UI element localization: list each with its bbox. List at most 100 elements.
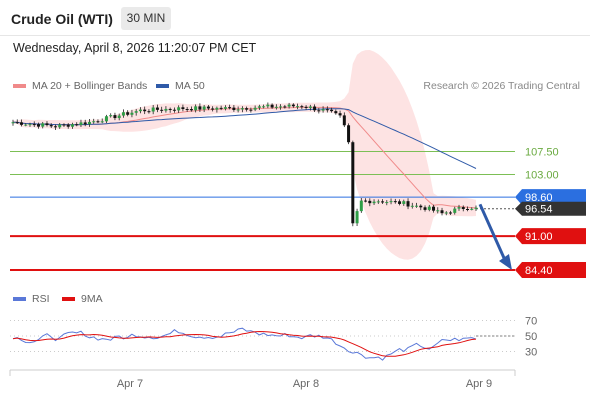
candle xyxy=(444,211,448,216)
candle xyxy=(393,198,397,204)
candle-body xyxy=(117,115,121,119)
candle xyxy=(415,202,419,208)
candle-body xyxy=(427,206,431,210)
candle-body xyxy=(313,106,317,111)
candle-body xyxy=(19,122,23,125)
candle xyxy=(96,119,100,124)
candle-body xyxy=(160,109,164,111)
candle-body xyxy=(228,107,232,109)
candle-body xyxy=(351,142,355,224)
candle xyxy=(372,199,376,206)
candle xyxy=(143,106,147,115)
candle xyxy=(376,199,380,204)
candle xyxy=(151,104,155,115)
candle-body xyxy=(372,201,376,204)
candle xyxy=(359,198,363,213)
candle xyxy=(410,202,414,209)
candle-body xyxy=(359,200,363,212)
candle-body xyxy=(338,113,342,116)
candle-body xyxy=(325,109,329,111)
candle-body xyxy=(376,201,380,203)
candle xyxy=(36,122,40,129)
level-label-91.00: 91.00 xyxy=(525,231,553,243)
candle-body xyxy=(24,124,28,126)
candle xyxy=(436,207,440,214)
candle-body xyxy=(347,125,351,143)
candle-body xyxy=(121,112,125,116)
candle xyxy=(457,204,461,211)
candle-body xyxy=(100,121,104,123)
candle xyxy=(109,113,113,118)
candle-body xyxy=(15,122,19,124)
candle-body xyxy=(28,124,32,126)
candle-body xyxy=(393,201,397,203)
candle-body xyxy=(83,122,87,125)
rsi-tick-50: 50 xyxy=(525,331,537,343)
ma50-legend: MA 50 xyxy=(156,80,205,92)
candle xyxy=(427,204,431,212)
copyright-text: Research © 2026 Trading Central xyxy=(423,80,580,92)
candle-body xyxy=(440,210,444,214)
candle xyxy=(270,103,274,109)
candle-body xyxy=(364,200,368,202)
top-bar: Crude Oil (WTI) 30 MIN xyxy=(0,0,590,36)
candle-body xyxy=(385,202,389,204)
candle-body xyxy=(466,208,470,210)
candle xyxy=(262,104,266,109)
candle-body xyxy=(444,212,448,214)
level-label-103.00: 103.00 xyxy=(525,170,559,182)
candle-body xyxy=(164,108,168,111)
candle-body xyxy=(104,116,108,122)
candle-body xyxy=(321,109,325,111)
candle xyxy=(406,198,410,210)
candle-body xyxy=(211,108,215,110)
candle-body xyxy=(45,123,49,126)
candle xyxy=(11,119,15,126)
candle-body xyxy=(253,107,257,110)
candle xyxy=(423,205,427,212)
candle xyxy=(172,107,176,113)
candle-body xyxy=(151,107,155,112)
candlesticks xyxy=(11,102,478,227)
candle xyxy=(168,107,172,113)
projection-arrow-line xyxy=(478,203,506,259)
candle xyxy=(347,123,351,145)
candle-body xyxy=(202,106,206,110)
candle-body xyxy=(198,106,202,110)
timeframe-button[interactable]: 30 MIN xyxy=(121,7,171,30)
candle xyxy=(32,121,36,128)
candle-body xyxy=(41,123,45,127)
candle xyxy=(113,112,117,121)
ma50-legend-label: MA 50 xyxy=(175,80,205,92)
candle xyxy=(202,105,206,113)
candle xyxy=(147,109,151,114)
ma50-swatch xyxy=(156,84,169,88)
rsi-legend: RSI xyxy=(13,293,50,305)
candle-body xyxy=(32,124,36,126)
x-tick-label-Apr-8: Apr 8 xyxy=(293,378,319,390)
candle xyxy=(317,107,321,114)
candle-body xyxy=(168,108,172,110)
candle-body xyxy=(342,115,346,126)
candle-body xyxy=(410,205,414,207)
candle-body xyxy=(172,109,176,111)
candle xyxy=(419,204,423,211)
candle-body xyxy=(232,107,236,111)
moving-averages xyxy=(12,106,477,209)
candle-body xyxy=(189,109,193,111)
candle xyxy=(321,106,325,113)
candle-body xyxy=(287,104,291,107)
rsi-panel: 70 50 30 xyxy=(10,316,537,361)
candle xyxy=(134,108,138,116)
candle xyxy=(92,118,96,124)
ma50-line xyxy=(12,108,477,169)
candle-body xyxy=(134,111,138,113)
candle-body xyxy=(308,106,312,108)
candle xyxy=(342,112,346,128)
candle xyxy=(334,109,338,115)
candle-body xyxy=(206,106,210,109)
instrument-title: Crude Oil (WTI) xyxy=(11,11,113,27)
candle xyxy=(364,198,368,203)
candle-body xyxy=(266,104,270,107)
candle xyxy=(206,104,210,111)
